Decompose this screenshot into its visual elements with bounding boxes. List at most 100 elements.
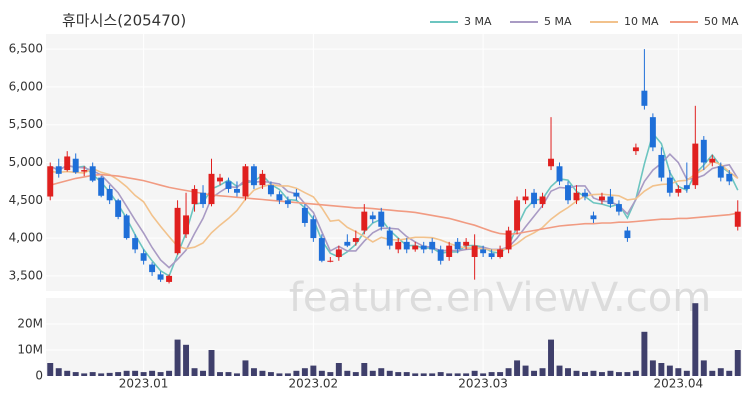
volume-bar bbox=[514, 360, 521, 376]
volume-bar bbox=[632, 370, 639, 376]
volume-bar bbox=[259, 370, 266, 376]
volume-bar bbox=[234, 373, 240, 376]
volume-bar bbox=[149, 370, 156, 376]
candle-body bbox=[191, 188, 198, 205]
candle-body bbox=[539, 196, 546, 205]
volume-bar bbox=[361, 363, 368, 376]
candle-body bbox=[565, 185, 571, 201]
candle-body bbox=[208, 173, 215, 205]
volume-bar bbox=[471, 370, 478, 376]
volume-bar bbox=[344, 370, 351, 376]
volume-bar bbox=[531, 370, 538, 376]
volume-bar bbox=[301, 368, 308, 376]
candle-body bbox=[700, 139, 707, 163]
volume-bar bbox=[327, 372, 334, 376]
volume-tick-label: 20M bbox=[17, 317, 43, 331]
volume-bar bbox=[734, 350, 741, 376]
candle-body bbox=[234, 188, 240, 193]
volume-bar bbox=[81, 373, 88, 376]
volume-bar bbox=[369, 370, 376, 376]
watermark: feature.enViewV.com bbox=[289, 275, 711, 321]
candle-body bbox=[514, 200, 521, 231]
volume-bar bbox=[446, 373, 453, 376]
y-tick-label: 3,500 bbox=[9, 268, 43, 282]
volume-bar bbox=[437, 372, 444, 376]
candle-body bbox=[437, 249, 444, 261]
candle-body bbox=[683, 185, 690, 189]
candle-body bbox=[149, 264, 156, 273]
legend-label: 5 MA bbox=[544, 15, 572, 28]
volume-bar bbox=[700, 360, 707, 376]
volume-bar bbox=[403, 372, 410, 376]
candle-body bbox=[115, 200, 122, 217]
candle-body bbox=[522, 196, 529, 201]
volume-bar bbox=[284, 373, 291, 376]
candle-body bbox=[531, 192, 538, 205]
candle-body bbox=[420, 245, 427, 250]
candle-body bbox=[649, 117, 656, 148]
volume-bar bbox=[565, 368, 571, 376]
volume-bar bbox=[395, 372, 402, 376]
volume-bar bbox=[140, 372, 147, 376]
candle-body bbox=[72, 158, 79, 173]
volume-bar bbox=[420, 373, 427, 376]
x-tick-label: 2023.03 bbox=[458, 377, 508, 391]
volume-bar bbox=[174, 339, 181, 376]
candle-body bbox=[488, 253, 495, 257]
chart-title: 휴마시스(205470) bbox=[62, 12, 186, 30]
candle-body bbox=[471, 245, 478, 257]
volume-bar bbox=[386, 370, 393, 376]
volume-bar bbox=[505, 368, 512, 376]
volume-bar bbox=[293, 370, 300, 376]
candle-body bbox=[709, 158, 716, 163]
candle-body bbox=[446, 245, 453, 257]
candle-body bbox=[590, 215, 597, 220]
volume-bar bbox=[641, 331, 648, 376]
candle-body bbox=[369, 215, 376, 220]
volume-bar bbox=[310, 365, 317, 376]
ma-line bbox=[49, 173, 738, 236]
volume-bar bbox=[607, 370, 614, 376]
candle-body bbox=[734, 211, 741, 227]
legend-label: 10 MA bbox=[624, 15, 659, 28]
ma-line bbox=[49, 153, 739, 269]
candle-body bbox=[598, 196, 605, 201]
volume-bar bbox=[276, 373, 283, 376]
volume-bar bbox=[658, 363, 665, 376]
candle-body bbox=[123, 215, 130, 239]
volume-bar bbox=[522, 365, 529, 376]
candle-body bbox=[573, 192, 580, 201]
volume-bar bbox=[106, 372, 113, 376]
candle-body bbox=[497, 249, 504, 257]
volume-bar bbox=[225, 372, 232, 376]
volume-bar bbox=[250, 368, 257, 376]
candle-body bbox=[284, 200, 291, 205]
volume-bar bbox=[488, 372, 495, 376]
y-tick-label: 6,000 bbox=[9, 79, 43, 93]
volume-bar bbox=[64, 370, 71, 376]
volume-bar bbox=[717, 368, 724, 376]
candle-body bbox=[675, 188, 682, 193]
volume-bar bbox=[166, 370, 173, 376]
volume-tick-label: 0 bbox=[35, 369, 43, 383]
ma-line bbox=[49, 131, 739, 278]
candle-body bbox=[463, 241, 470, 246]
volume-bar bbox=[378, 368, 385, 376]
candle-body bbox=[217, 177, 223, 182]
volume-tick-label: 10M bbox=[17, 343, 43, 357]
candle-body bbox=[89, 166, 96, 181]
volume-bar bbox=[675, 368, 682, 376]
volume-bar bbox=[539, 368, 546, 376]
candle-body bbox=[658, 154, 665, 178]
candle-body bbox=[259, 173, 266, 186]
candle-body bbox=[378, 211, 385, 227]
candle-body bbox=[692, 143, 699, 186]
volume-bar bbox=[183, 344, 190, 376]
ma-line bbox=[50, 160, 739, 252]
volume-bar bbox=[480, 373, 487, 376]
volume-bar bbox=[556, 365, 563, 376]
candle-body bbox=[310, 219, 317, 239]
candle-body bbox=[344, 241, 351, 246]
y-tick-label: 4,000 bbox=[9, 231, 43, 245]
volume-bar bbox=[318, 370, 325, 376]
